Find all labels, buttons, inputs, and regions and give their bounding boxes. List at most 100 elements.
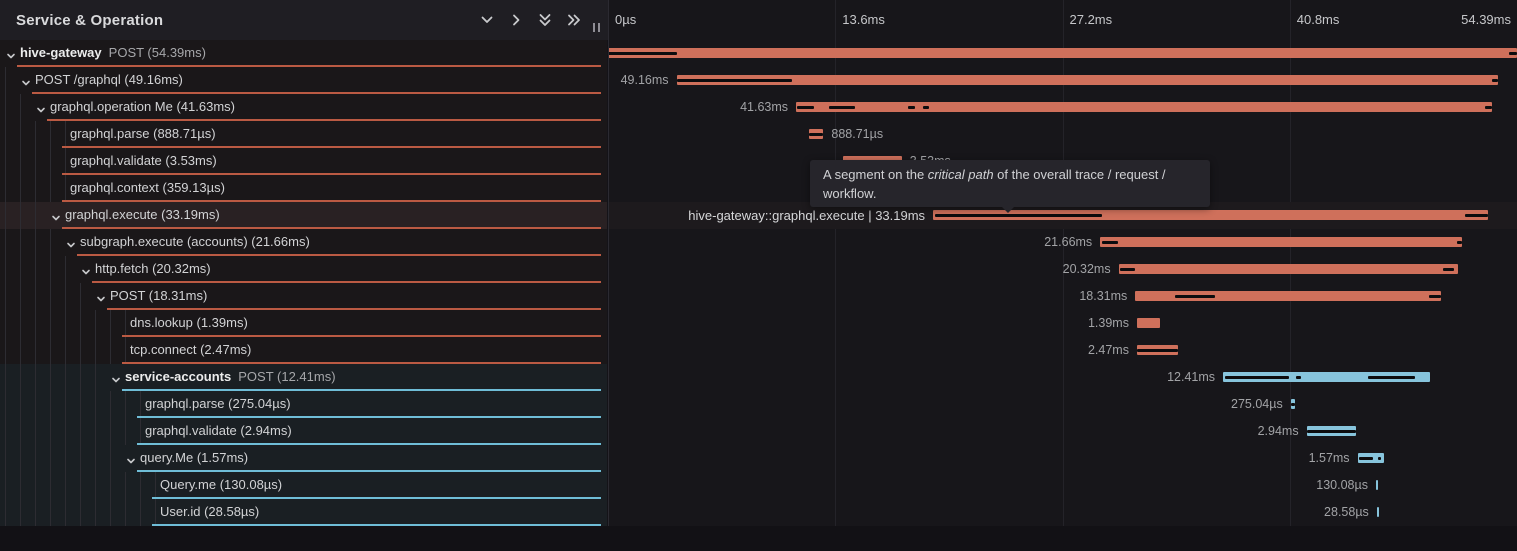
span-name-cell[interactable]: graphql.parse (888.71µs) xyxy=(0,121,607,148)
span-bar-cell[interactable]: 41.63ms xyxy=(608,94,1517,121)
trace-row[interactable]: POST /graphql (49.16ms) 49.16ms xyxy=(0,67,1517,94)
span-duration-label: 1.39ms xyxy=(1087,316,1129,330)
trace-row[interactable]: Query.me (130.08µs) 130.08µs xyxy=(0,472,1517,499)
row-underline xyxy=(137,443,601,445)
chevron-down-icon xyxy=(37,107,45,113)
span-name-cell[interactable]: graphql.operation Me (41.63ms) xyxy=(0,94,607,121)
trace-row[interactable]: query.Me (1.57ms) 1.57ms xyxy=(0,445,1517,472)
indent-guide xyxy=(65,445,66,472)
trace-row[interactable]: dns.lookup (1.39ms) 1.39ms xyxy=(0,310,1517,337)
chevron-down-icon xyxy=(82,269,90,275)
span-name-cell[interactable]: dns.lookup (1.39ms) xyxy=(0,310,607,337)
double-chevron-right-icon[interactable] xyxy=(566,12,582,28)
span-name-cell[interactable]: graphql.execute (33.19ms) xyxy=(0,202,607,229)
span-bar[interactable] xyxy=(1223,372,1431,382)
trace-row[interactable]: tcp.connect (2.47ms) 2.47ms xyxy=(0,337,1517,364)
span-bar-cell[interactable]: 1.39ms xyxy=(608,310,1517,337)
span-name-cell[interactable]: tcp.connect (2.47ms) xyxy=(0,337,607,364)
timeline-tick: 54.39ms xyxy=(1461,12,1511,27)
span-name-cell[interactable]: POST /graphql (49.16ms) xyxy=(0,67,607,94)
trace-row[interactable]: http.fetch (20.32ms) 20.32ms xyxy=(0,256,1517,283)
span-bar-cell[interactable]: 130.08µs xyxy=(608,472,1517,499)
span-bar-cell[interactable]: 888.71µs xyxy=(608,121,1517,148)
indent-guide xyxy=(20,283,21,310)
indent-guide xyxy=(65,472,66,499)
row-expander[interactable] xyxy=(66,237,76,248)
span-bar-cell[interactable]: 2.47ms xyxy=(608,337,1517,364)
row-underline xyxy=(62,146,601,148)
span-name-cell[interactable]: hive-gateway POST (54.39ms) xyxy=(0,40,607,67)
row-expander[interactable] xyxy=(36,102,46,113)
span-name: graphql.operation Me (41.63ms) xyxy=(50,99,235,114)
indent-guide xyxy=(95,418,96,445)
trace-row[interactable]: hive-gateway POST (54.39ms) xyxy=(0,40,1517,67)
trace-row[interactable]: graphql.context (359.13µs)359.13µs xyxy=(0,175,1517,202)
span-name-cell[interactable]: subgraph.execute (accounts) (21.66ms) xyxy=(0,229,607,256)
span-bar[interactable] xyxy=(796,102,1492,112)
indent-guide xyxy=(5,499,6,526)
indent-guide xyxy=(95,499,96,526)
span-bar-cell[interactable]: 20.32ms xyxy=(608,256,1517,283)
span-bar[interactable] xyxy=(608,48,1517,58)
span-bar-cell[interactable]: 2.94ms xyxy=(608,418,1517,445)
indent-guide xyxy=(80,364,81,391)
span-bar[interactable] xyxy=(933,210,1488,220)
row-expander[interactable] xyxy=(96,291,106,302)
trace-row[interactable]: graphql.parse (275.04µs) 275.04µs xyxy=(0,391,1517,418)
span-name-cell[interactable]: http.fetch (20.32ms) xyxy=(0,256,607,283)
span-bar[interactable] xyxy=(1100,237,1463,247)
span-duration-label: 49.16ms xyxy=(620,73,669,87)
trace-row[interactable]: service-accounts POST (12.41ms) 12.41ms xyxy=(0,364,1517,391)
span-bar-cell[interactable]: 1.57ms xyxy=(608,445,1517,472)
trace-row[interactable]: POST (18.31ms) 18.31ms xyxy=(0,283,1517,310)
span-name-cell[interactable]: POST (18.31ms) xyxy=(0,283,607,310)
span-name-cell[interactable]: query.Me (1.57ms) xyxy=(0,445,607,472)
span-bar[interactable] xyxy=(1375,480,1379,490)
span-bar-cell[interactable] xyxy=(608,40,1517,67)
span-name-cell[interactable]: Query.me (130.08µs) xyxy=(0,472,607,499)
span-bar-cell[interactable]: 28.58µs xyxy=(608,499,1517,526)
indent-guide xyxy=(5,175,6,202)
span-name-cell[interactable]: service-accounts POST (12.41ms) xyxy=(0,364,607,391)
trace-row[interactable]: subgraph.execute (accounts) (21.66ms) 21.… xyxy=(0,229,1517,256)
span-name-cell[interactable]: graphql.context (359.13µs) xyxy=(0,175,607,202)
span-name-cell[interactable]: graphql.parse (275.04µs) xyxy=(0,391,607,418)
trace-row[interactable]: graphql.operation Me (41.63ms) 41.63ms xyxy=(0,94,1517,121)
span-name-cell[interactable]: User.id (28.58µs) xyxy=(0,499,607,526)
panel-resize-grip[interactable] xyxy=(593,23,600,32)
trace-row[interactable]: User.id (28.58µs) 28.58µs xyxy=(0,499,1517,526)
span-bar-cell[interactable]: 275.04µs xyxy=(608,391,1517,418)
row-expander[interactable] xyxy=(6,48,16,59)
trace-row[interactable]: graphql.execute (33.19ms) hive-gateway::g… xyxy=(0,202,1517,229)
row-expander[interactable] xyxy=(111,372,121,383)
chevron-right-icon[interactable] xyxy=(508,12,524,28)
span-bar-cell[interactable]: 49.16ms xyxy=(608,67,1517,94)
trace-row[interactable]: graphql.parse (888.71µs) 888.71µs xyxy=(0,121,1517,148)
row-expander[interactable] xyxy=(51,210,61,221)
indent-guide xyxy=(5,121,6,148)
span-bar[interactable] xyxy=(1376,507,1379,517)
span-name-cell[interactable]: graphql.validate (3.53ms) xyxy=(0,148,607,175)
span-bar-cell[interactable]: 21.66ms xyxy=(608,229,1517,256)
span-bar-cell[interactable]: 12.41ms xyxy=(608,364,1517,391)
chevron-down-icon[interactable] xyxy=(479,12,495,28)
trace-row[interactable]: graphql.validate (3.53ms)3.53ms xyxy=(0,148,1517,175)
span-bar-cell[interactable]: 18.31ms xyxy=(608,283,1517,310)
indent-guide xyxy=(35,121,36,148)
row-underline xyxy=(122,362,601,364)
span-name-cell[interactable]: graphql.validate (2.94ms) xyxy=(0,418,607,445)
indent-guide xyxy=(110,445,111,472)
row-expander[interactable] xyxy=(21,75,31,86)
double-chevron-down-icon[interactable] xyxy=(537,12,553,28)
row-expander[interactable] xyxy=(81,264,91,275)
row-underline xyxy=(122,389,601,391)
row-expander[interactable] xyxy=(126,453,136,464)
indent-guide xyxy=(65,337,66,364)
span-bar[interactable] xyxy=(1136,318,1161,328)
critical-path-segment xyxy=(1508,51,1517,55)
trace-row[interactable]: graphql.validate (2.94ms) 2.94ms xyxy=(0,418,1517,445)
span-bar[interactable] xyxy=(1135,291,1442,301)
span-bar[interactable] xyxy=(676,75,1499,85)
span-bar[interactable] xyxy=(1118,264,1459,274)
indent-guide xyxy=(140,499,141,526)
